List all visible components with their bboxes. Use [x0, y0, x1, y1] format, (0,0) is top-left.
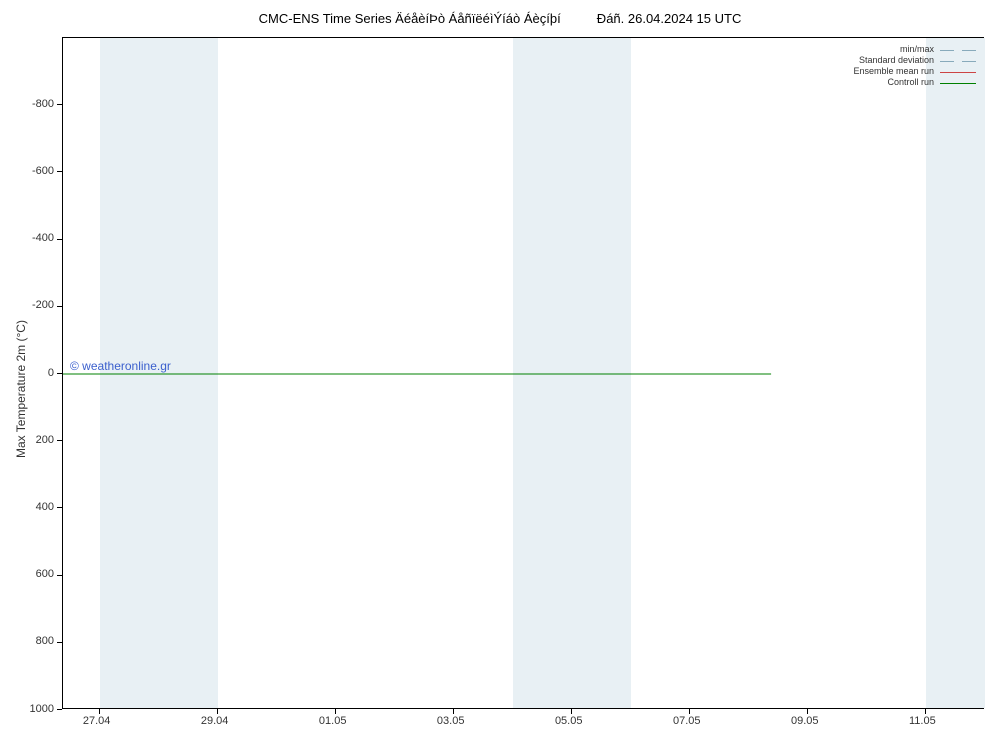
x-tick-mark	[217, 709, 218, 714]
y-tick-label: -800	[32, 98, 54, 110]
x-tick-label: 01.05	[319, 715, 347, 727]
x-tick-label: 09.05	[791, 715, 819, 727]
y-tick-mark	[57, 507, 62, 508]
series-layer	[63, 38, 985, 710]
y-tick-label: 1000	[30, 703, 54, 715]
x-tick-mark	[99, 709, 100, 714]
x-tick-label: 11.05	[909, 715, 936, 727]
y-tick-mark	[57, 104, 62, 105]
y-tick-mark	[57, 239, 62, 240]
y-tick-label: -200	[32, 299, 54, 311]
legend-label: Controll run	[887, 77, 934, 87]
y-tick-mark	[57, 171, 62, 172]
legend-label: Ensemble mean run	[853, 66, 934, 76]
y-tick-label: 600	[36, 568, 54, 580]
y-tick-label: 800	[36, 635, 54, 647]
x-tick-label: 05.05	[555, 715, 583, 727]
y-tick-mark	[57, 575, 62, 576]
y-tick-label: -600	[32, 165, 54, 177]
y-axis-label: Max Temperature 2m (°C)	[14, 320, 28, 458]
y-tick-label: 400	[36, 501, 54, 513]
x-tick-mark	[453, 709, 454, 714]
plot-area	[62, 37, 984, 709]
legend-label: min/max	[900, 44, 934, 54]
x-tick-mark	[335, 709, 336, 714]
chart-title: CMC-ENS Time Series ÄéåèíÞò ÁåñïëéìÝíáò …	[0, 11, 1000, 26]
x-tick-label: 07.05	[673, 715, 701, 727]
x-tick-mark	[807, 709, 808, 714]
watermark: © weatheronline.gr	[70, 359, 171, 373]
y-tick-label: 200	[36, 434, 54, 446]
x-tick-mark	[689, 709, 690, 714]
x-tick-mark	[925, 709, 926, 714]
y-tick-mark	[57, 306, 62, 307]
x-tick-label: 03.05	[437, 715, 465, 727]
chart-container: { "chart": { "type": "line", "canvas": {…	[0, 0, 1000, 733]
x-tick-label: 29.04	[201, 715, 229, 727]
y-tick-mark	[57, 642, 62, 643]
x-tick-mark	[571, 709, 572, 714]
y-tick-label: 0	[48, 367, 54, 379]
legend-label: Standard deviation	[859, 55, 934, 65]
y-tick-mark	[57, 709, 62, 710]
y-tick-mark	[57, 373, 62, 374]
y-tick-label: -400	[32, 232, 54, 244]
y-tick-mark	[57, 440, 62, 441]
x-tick-label: 27.04	[83, 715, 111, 727]
